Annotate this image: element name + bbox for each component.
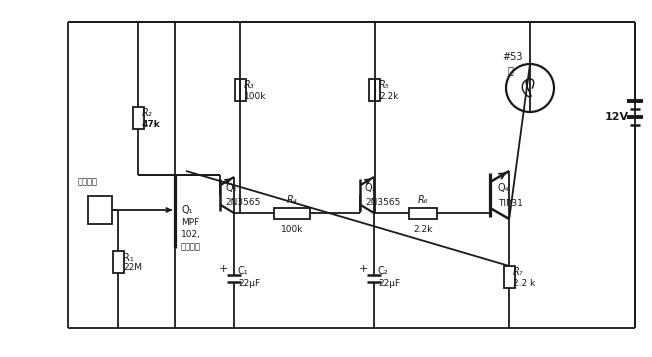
Bar bbox=[88, 196, 112, 224]
Bar bbox=[113, 251, 123, 273]
Text: R₆: R₆ bbox=[418, 195, 429, 205]
Bar bbox=[409, 207, 437, 218]
Text: 触摸极板: 触摸极板 bbox=[78, 177, 98, 186]
Text: R₇: R₇ bbox=[513, 267, 524, 277]
Bar bbox=[370, 79, 381, 101]
Text: 100k: 100k bbox=[244, 91, 267, 101]
Text: Q₃: Q₃ bbox=[365, 183, 377, 193]
Text: TIP31: TIP31 bbox=[498, 198, 523, 207]
Text: 2N3565: 2N3565 bbox=[365, 197, 400, 206]
Bar bbox=[132, 107, 143, 129]
Text: R₂: R₂ bbox=[142, 108, 153, 118]
Text: Q₁: Q₁ bbox=[181, 205, 192, 215]
Text: R₅: R₅ bbox=[379, 80, 390, 90]
Text: 22μF: 22μF bbox=[378, 278, 400, 287]
Text: R₁: R₁ bbox=[123, 253, 134, 263]
Text: 2N3565: 2N3565 bbox=[225, 197, 260, 206]
Text: 2.2 k: 2.2 k bbox=[513, 278, 535, 287]
Bar bbox=[504, 266, 514, 288]
Text: 2.2k: 2.2k bbox=[414, 225, 433, 234]
Text: MPF: MPF bbox=[181, 217, 200, 226]
Text: #53: #53 bbox=[502, 52, 522, 62]
Text: +: + bbox=[218, 264, 228, 274]
Text: 12V: 12V bbox=[605, 112, 629, 122]
Text: R₃: R₃ bbox=[244, 80, 255, 90]
Text: +: + bbox=[359, 264, 368, 274]
Text: 100k: 100k bbox=[281, 225, 304, 234]
Text: 灯: 灯 bbox=[508, 65, 514, 75]
Text: 22μF: 22μF bbox=[238, 278, 260, 287]
Text: 47k: 47k bbox=[142, 120, 161, 129]
Bar bbox=[274, 207, 310, 218]
Circle shape bbox=[506, 64, 554, 112]
Text: C₂: C₂ bbox=[378, 266, 389, 276]
Text: Q₄: Q₄ bbox=[498, 183, 509, 193]
Text: 2.2k: 2.2k bbox=[379, 91, 398, 101]
Text: Q₂: Q₂ bbox=[225, 183, 237, 193]
Text: R₄: R₄ bbox=[287, 195, 298, 205]
Text: 一类均可: 一类均可 bbox=[181, 242, 201, 251]
Text: C₁: C₁ bbox=[238, 266, 248, 276]
Text: 22M: 22M bbox=[123, 263, 142, 272]
Bar bbox=[235, 79, 246, 101]
Text: 102,: 102, bbox=[181, 230, 201, 238]
